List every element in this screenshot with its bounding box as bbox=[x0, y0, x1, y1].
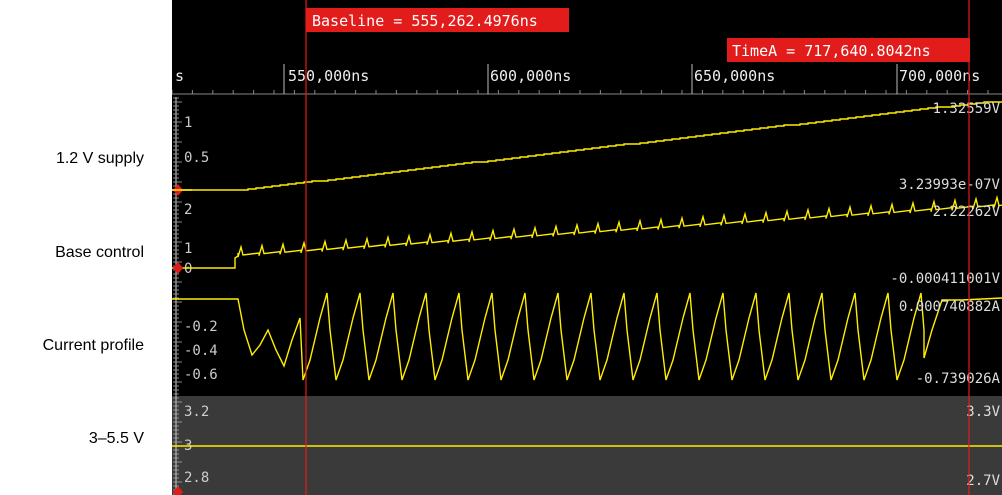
supply-min-readout: 3.23993e-07V bbox=[899, 177, 1001, 193]
channel-zero-markers[interactable] bbox=[172, 184, 192, 495]
rail-marker-icon[interactable] bbox=[173, 486, 183, 495]
trace-label-supply[interactable]: 1.2 V supply bbox=[55, 150, 144, 167]
waveform-supply[interactable] bbox=[172, 101, 1002, 191]
ruler-tick-600000: 600,000ns bbox=[490, 67, 571, 85]
supply-max-readout: 1.32559V bbox=[933, 101, 1001, 117]
timeA-cursor[interactable]: TimeA = 717,640.8042ns bbox=[727, 0, 970, 495]
baseline-cursor-flag[interactable] bbox=[306, 8, 569, 32]
waveform-current-profile[interactable] bbox=[172, 292, 1002, 381]
time-ruler[interactable]: s 550,000ns 600,000ns 650,000ns 700,000n… bbox=[172, 64, 1002, 95]
ruler-partial-label: s bbox=[175, 67, 184, 85]
supply-axis-tick-0.5: 0.5 bbox=[184, 150, 209, 166]
channel-axes bbox=[173, 97, 182, 495]
supply-marker-icon[interactable] bbox=[172, 184, 192, 196]
ruler-tick-marks bbox=[172, 64, 989, 94]
waveform-base-control[interactable] bbox=[172, 194, 1002, 269]
base-max-readout: 2.22262V bbox=[933, 204, 1001, 220]
rail-max-readout: 3.3V bbox=[966, 404, 1000, 420]
timeA-cursor-flag[interactable] bbox=[727, 38, 970, 62]
current-min-readout: -0.739026A bbox=[916, 371, 1001, 387]
current-axis-tick-0.6: -0.6 bbox=[184, 367, 218, 383]
ruler-tick-700000: 700,000ns bbox=[899, 67, 980, 85]
rail-axis-tick-3.2: 3.2 bbox=[184, 404, 209, 420]
trace-label-rail[interactable]: 3–5.5 V bbox=[88, 430, 144, 447]
rail-axis-tick-2.8: 2.8 bbox=[184, 470, 209, 486]
baseline-cursor-label: Baseline = 555,262.4976ns bbox=[312, 12, 538, 30]
baseline-cursor[interactable]: Baseline = 555,262.4976ns bbox=[305, 0, 569, 495]
base-min-readout: -0.000411001V bbox=[890, 271, 1000, 287]
base-axis-tick-1: 1 bbox=[184, 241, 192, 257]
ruler-tick-650000: 650,000ns bbox=[694, 67, 775, 85]
base-axis-tick-0: 0 bbox=[184, 261, 192, 277]
current-axis-tick-0.2: -0.2 bbox=[184, 319, 218, 335]
trace-label-base-control[interactable]: Base control bbox=[55, 244, 144, 261]
rail-min-readout: 2.7V bbox=[966, 473, 1000, 489]
waveform-viewer[interactable]: s 550,000ns 600,000ns 650,000ns 700,000n… bbox=[172, 0, 1002, 495]
current-axis-tick-0.4: -0.4 bbox=[184, 343, 218, 359]
trace-label-current-profile[interactable]: Current profile bbox=[42, 337, 144, 354]
timeA-cursor-label: TimeA = 717,640.8042ns bbox=[732, 42, 931, 60]
base-marker-icon[interactable] bbox=[173, 262, 183, 274]
current-max-readout: 0.000740882A bbox=[899, 299, 1001, 315]
channel-label-column: 1.2 V supply Base control Current profil… bbox=[0, 0, 172, 495]
base-axis-tick-2: 2 bbox=[184, 202, 192, 218]
supply-axis-tick-1: 1 bbox=[184, 115, 192, 131]
ruler-tick-550000: 550,000ns bbox=[288, 67, 369, 85]
